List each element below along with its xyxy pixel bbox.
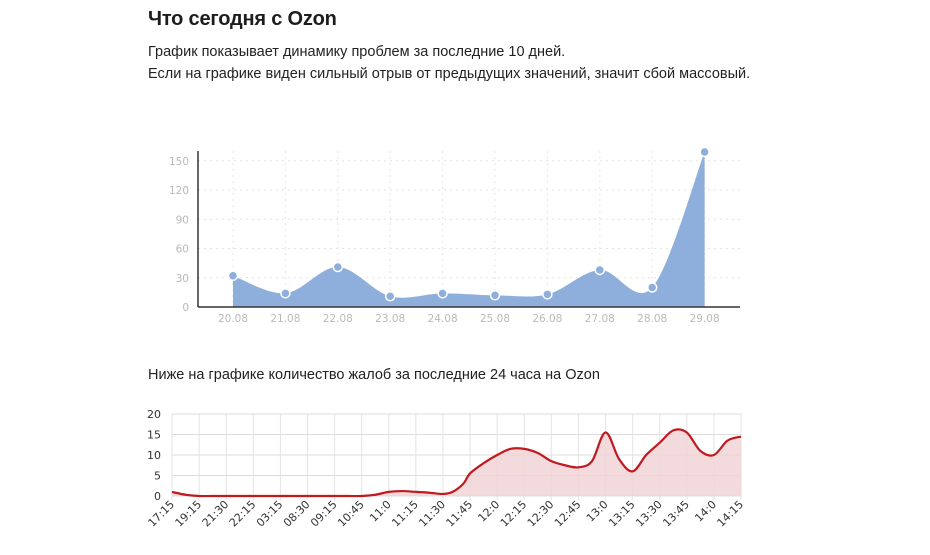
y-tick-label: 5: [154, 470, 161, 483]
x-tick-label: 22:15: [227, 498, 259, 530]
x-tick-label: 10:45: [335, 498, 367, 530]
data-point: [542, 289, 553, 300]
data-point: [332, 261, 344, 273]
x-tick-label: 27.08: [585, 313, 615, 325]
data-point: [227, 270, 239, 282]
x-tick-label: 08:30: [281, 498, 313, 530]
y-tick-label: 10: [147, 449, 161, 462]
data-point: [594, 264, 606, 276]
page-title: Что сегодня с Ozon: [148, 8, 337, 30]
x-tick-label: 25.08: [480, 313, 510, 325]
x-tick-label: 17:15: [146, 498, 178, 530]
x-tick-label: 19:15: [173, 498, 205, 530]
data-point: [384, 291, 396, 302]
x-tick-label: 03:15: [254, 498, 286, 530]
x-tick-label: 13:45: [660, 498, 692, 530]
x-tick-label: 12:45: [552, 498, 584, 530]
y-tick-label: 90: [176, 214, 189, 226]
x-tick-label: 11:45: [444, 498, 476, 530]
data-point: [280, 288, 291, 299]
x-tick-label: 12:30: [525, 498, 557, 530]
x-tick-label: 11:15: [389, 498, 421, 530]
x-tick-label: 11:30: [416, 498, 448, 530]
x-tick-label: 20.08: [218, 313, 248, 325]
x-tick-label: 28.08: [637, 313, 667, 325]
y-tick-label: 0: [154, 490, 161, 503]
x-tick-label: 29.08: [690, 313, 720, 325]
y-tick-label: 120: [169, 185, 189, 197]
x-tick-label: 24.08: [428, 313, 458, 325]
y-tick-label: 20: [147, 408, 161, 421]
x-tick-label: 26.08: [532, 313, 562, 325]
y-tick-label: 30: [176, 273, 189, 285]
y-tick-label: 0: [182, 302, 189, 314]
section2-title: Ниже на графике количество жалоб за посл…: [148, 367, 600, 383]
x-tick-label: 22.08: [323, 313, 353, 325]
series-line: [171, 428, 742, 498]
data-point: [437, 288, 448, 299]
data-point: [646, 282, 658, 293]
x-tick-label: 13:30: [633, 498, 665, 530]
y-tick-label: 15: [147, 429, 161, 442]
y-tick-label: 60: [176, 244, 189, 256]
x-tick-label: 14:15: [715, 498, 747, 530]
x-tick-label: 09:15: [308, 498, 340, 530]
data-point: [489, 290, 501, 301]
x-tick-label: 13:15: [606, 498, 638, 530]
area-series: [172, 429, 741, 497]
data-point: [699, 146, 710, 158]
y-tick-label: 150: [169, 156, 189, 168]
area-series: [233, 151, 705, 307]
description-line-1: График показывает динамику проблем за по…: [148, 44, 566, 60]
x-tick-label: 21:30: [200, 498, 232, 530]
x-tick-label: 23.08: [375, 313, 405, 325]
x-tick-label: 12:15: [498, 498, 530, 530]
x-tick-label: 21.08: [270, 313, 300, 325]
description-line-2: Если на графике виден сильный отрыв от п…: [148, 66, 751, 82]
